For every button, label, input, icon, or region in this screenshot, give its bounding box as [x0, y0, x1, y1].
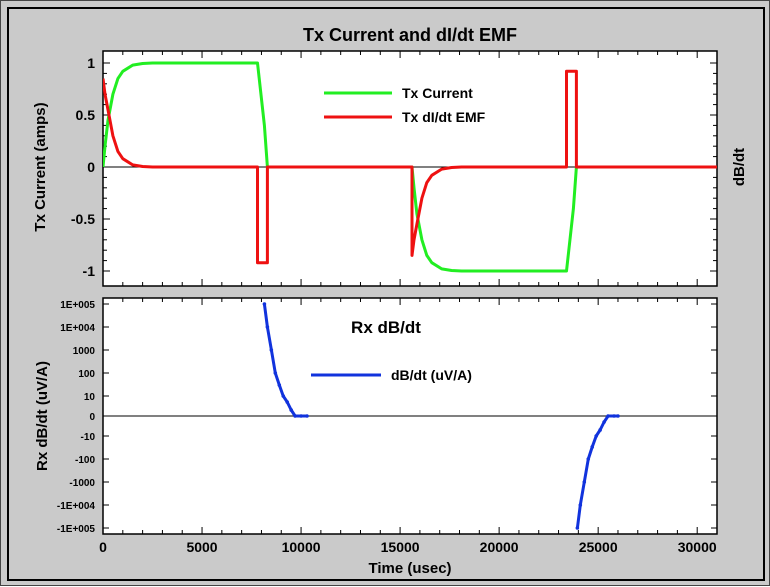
x-tick-label: 5000: [186, 539, 217, 555]
dbdt-point: [273, 371, 278, 375]
y-tick-label-bottom: -1000: [69, 478, 95, 489]
dbdt-point: [602, 420, 606, 424]
dbdt-point: [277, 383, 282, 387]
dbdt-point: [305, 414, 309, 418]
top-y-axis-label: Tx Current (amps): [32, 102, 49, 231]
y-tick-label-top: 0: [87, 159, 95, 175]
x-axis-label: Time (usec): [368, 560, 451, 577]
dbdt-point: [262, 302, 267, 306]
right-axis-label: dB/dt: [731, 148, 748, 186]
x-tick-label: 30000: [678, 539, 717, 555]
x-tick-label: 10000: [282, 539, 321, 555]
dbdt-point: [281, 394, 286, 398]
y-tick-label-top: 0.5: [76, 107, 96, 123]
x-tick-label: 20000: [480, 539, 519, 555]
dbdt-point: [590, 445, 595, 449]
y-tick-label-top: -1: [83, 263, 96, 279]
dbdt-point: [289, 408, 293, 412]
dbdt-point: [612, 414, 616, 418]
dbdt-point: [265, 325, 270, 329]
y-tick-label-top: 1: [87, 55, 95, 71]
dbdt-point: [575, 526, 580, 530]
dbdt-point: [582, 480, 587, 484]
y-tick-label-bottom: -100: [75, 455, 95, 466]
dbdt-point: [598, 428, 602, 432]
y-tick-label-bottom: 1E+005: [60, 300, 95, 311]
dbdt-point: [606, 414, 610, 418]
x-tick-label: 0: [99, 539, 107, 555]
y-tick-label-bottom: -1E+005: [57, 524, 96, 535]
x-tick-label: 15000: [381, 539, 420, 555]
dbdt-point: [594, 434, 598, 438]
y-tick-label-bottom: -10: [81, 432, 96, 443]
y-tick-label-bottom: 10: [84, 392, 96, 403]
top-chart-title: Tx Current and dI/dt EMF: [303, 25, 517, 45]
y-tick-label-bottom: 0: [89, 412, 95, 423]
y-tick-label-bottom: 100: [78, 369, 95, 380]
bottom-y-axis-label: Rx dB/dt (uV/A): [34, 361, 51, 471]
dbdt-point: [299, 414, 303, 418]
dbdt-point: [293, 414, 297, 418]
legend-label-tx-current: Tx Current: [402, 85, 473, 101]
y-tick-label-bottom: 1E+004: [60, 323, 95, 334]
legend-label-dbdt: dB/dt (uV/A): [391, 367, 472, 383]
bottom-chart-title: Rx dB/dt: [351, 318, 421, 337]
legend-label-tx-didt: Tx dI/dt EMF: [402, 109, 486, 125]
x-tick-label: 25000: [579, 539, 618, 555]
y-tick-label-bottom: -1E+004: [57, 501, 96, 512]
dbdt-point: [285, 400, 290, 404]
dbdt-point: [269, 348, 274, 352]
series-line-tx-didt-emf: [103, 69, 717, 265]
dbdt-point: [616, 414, 620, 418]
dbdt-point: [586, 457, 591, 461]
y-tick-label-bottom: 1000: [73, 346, 96, 357]
dbdt-point: [578, 503, 583, 507]
y-tick-label-top: -0.5: [71, 211, 95, 227]
